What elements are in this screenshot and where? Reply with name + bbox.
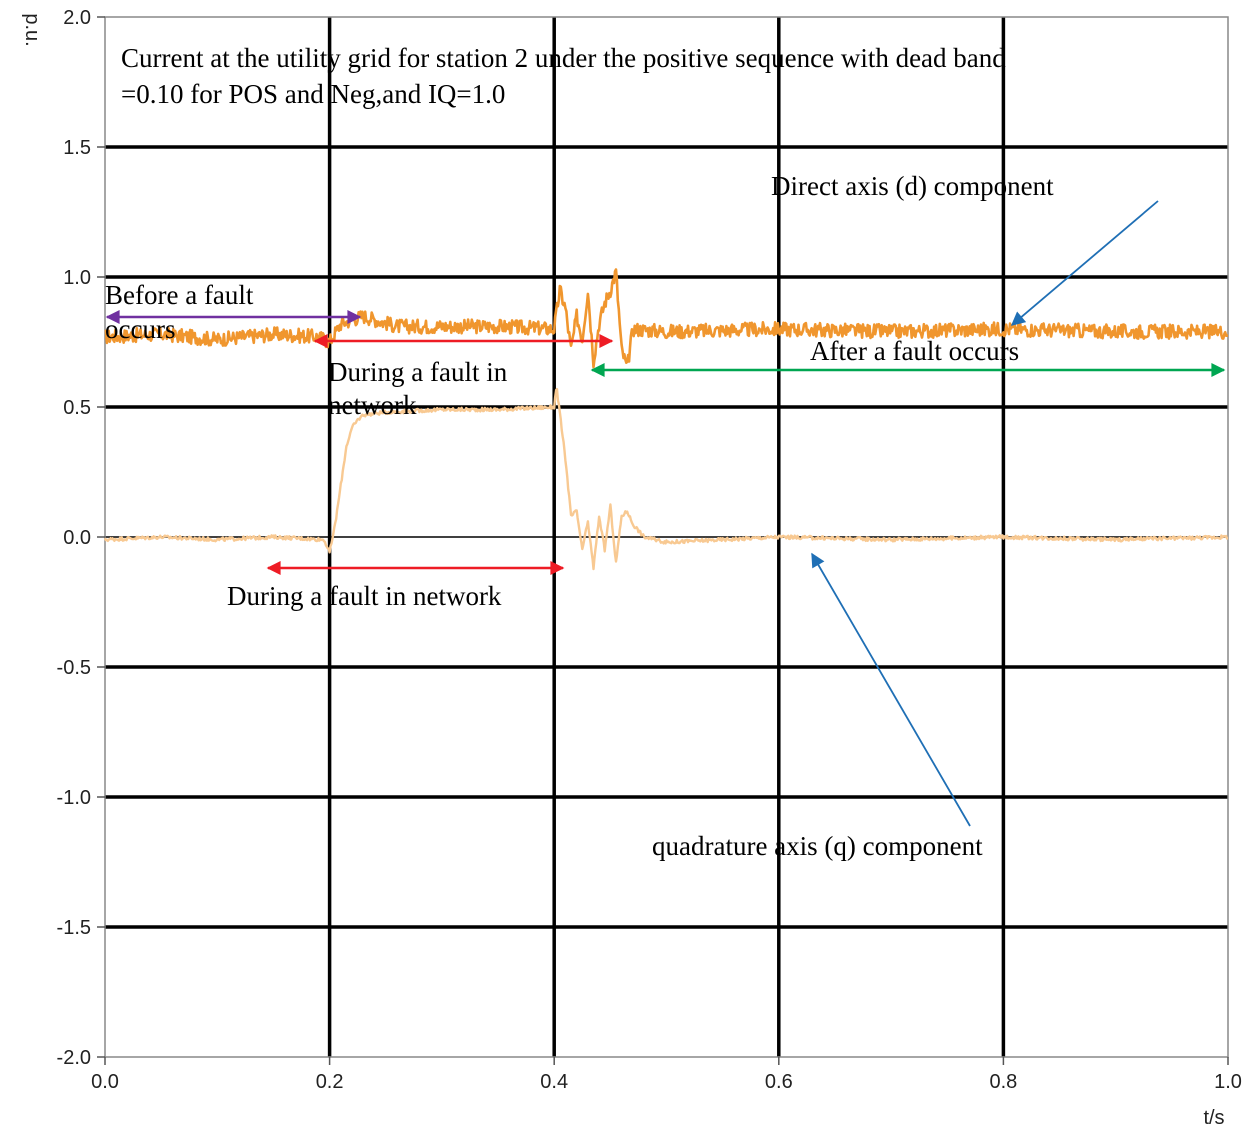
y-tick-label: 0.5 — [63, 397, 91, 419]
axes: -2.0 -1.5 -1.0 -0.5 0.0 0.5 1.0 1.5 2.0 0.0 0.2 0.4… — [21, 7, 1242, 1129]
y-tick-label: -1.0 — [57, 787, 91, 809]
x-tick-label: 0.6 — [765, 1071, 793, 1093]
chart-title-line-1: Current at the utility grid for station … — [121, 43, 1006, 73]
y-tick-label: 1.5 — [63, 137, 91, 159]
before-fault-label-line-2: occurs — [105, 314, 175, 344]
during-fault-upper-label-line-2: network — [328, 390, 417, 420]
after-fault-label: After a fault occurs — [810, 336, 1019, 366]
series-group — [103, 268, 1229, 571]
y-tick-label: -1.5 — [57, 917, 91, 939]
y-tick-label: -0.5 — [57, 657, 91, 679]
x-axis-title: t/s — [1203, 1107, 1224, 1129]
chart-title-line-2: =0.10 for POS and Neg,and IQ=1.0 — [121, 79, 505, 109]
series-line-1 — [104, 268, 1229, 369]
quadrature-axis-label: quadrature axis (q) component — [652, 831, 983, 861]
x-tick-label: 0.2 — [316, 1071, 344, 1093]
x-tick-label: 0.8 — [989, 1071, 1017, 1093]
series-line-2 — [103, 387, 1229, 571]
annotation-arrows — [105, 200, 1226, 827]
y-tick-label: 2.0 — [63, 7, 91, 29]
annotation-labels: Current at the utility grid for station … — [105, 43, 1054, 861]
grid — [105, 17, 1228, 1057]
before-fault-label-line-1: Before a fault — [105, 280, 254, 310]
y-tick-label: -2.0 — [57, 1047, 91, 1069]
x-tick-label: 0.0 — [91, 1071, 119, 1093]
quadrature-axis-pointer-arrow — [811, 552, 971, 827]
x-tick-label: 1.0 — [1214, 1071, 1242, 1093]
during-fault-upper-label-line-1: During a fault in — [328, 357, 508, 387]
direct-axis-pointer-arrow — [1010, 200, 1159, 326]
y-tick-label: 1.0 — [63, 267, 91, 289]
x-tick-label: 0.4 — [540, 1071, 568, 1093]
y-axis-title: p.u. — [21, 13, 43, 46]
during-fault-lower-label: During a fault in network — [227, 581, 502, 611]
direct-axis-label: Direct axis (d) component — [771, 171, 1054, 201]
y-tick-label: 0.0 — [63, 527, 91, 549]
